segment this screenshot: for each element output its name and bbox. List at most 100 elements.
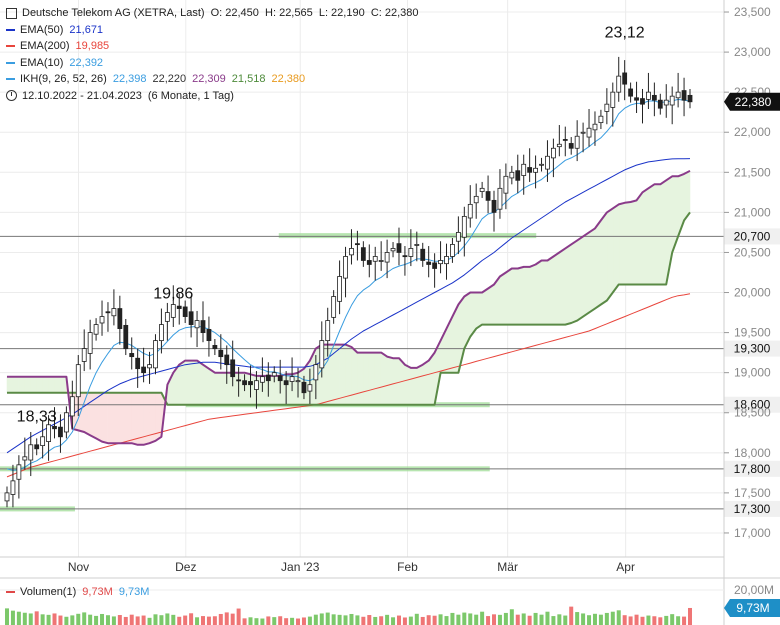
level-badge (724, 396, 780, 413)
volume-bar (598, 614, 603, 625)
candle (242, 374, 247, 392)
volume-bar (52, 613, 57, 625)
volume-bar (82, 612, 87, 625)
volume-bar (230, 613, 235, 625)
volume-bar (521, 613, 526, 625)
candle-body (485, 191, 491, 201)
candle (360, 241, 366, 267)
cloud-segment (636, 191, 643, 285)
candle (206, 316, 212, 357)
candle-body (265, 374, 271, 382)
candle-body (551, 147, 556, 159)
volume-bar (153, 614, 158, 625)
volume-axis-label: 20,00M (734, 583, 774, 597)
candle (46, 415, 51, 461)
candle-body (63, 412, 69, 433)
candle (461, 206, 467, 257)
candle (87, 319, 93, 370)
candle (509, 165, 515, 185)
candle (610, 82, 616, 127)
candle (40, 420, 46, 459)
cloud-segment (368, 352, 376, 406)
candle-body (628, 88, 634, 97)
candle (63, 406, 69, 439)
candle (236, 367, 242, 397)
candle-body (194, 320, 200, 329)
volume-bar (301, 617, 306, 625)
volume-legend[interactable]: Volumen(1) 9,73M 9,73M (6, 586, 149, 598)
legend-ema50[interactable]: EMA(50) 21,671 (6, 22, 419, 39)
cloud-segment (42, 376, 49, 394)
candle-body (521, 163, 527, 176)
candle (533, 155, 538, 189)
volume-badge (724, 598, 780, 617)
cloud-segment (481, 287, 489, 325)
candle (182, 300, 188, 323)
candle-body (153, 340, 158, 369)
volume-bar (290, 617, 295, 625)
candle-body (277, 375, 283, 382)
volume-bar (123, 616, 128, 625)
cloud-segment (226, 372, 233, 406)
legend-ema200[interactable]: EMA(200) 19,985 (6, 38, 419, 55)
volume-bar (117, 615, 122, 625)
candle (420, 242, 426, 267)
candle-body (592, 123, 598, 131)
candle-body (206, 328, 212, 342)
candle (337, 260, 342, 315)
cloud-segment (131, 392, 138, 446)
level-label: 19,300 (734, 342, 771, 356)
candle (551, 138, 556, 178)
cloud-segment (125, 392, 133, 444)
volume-bar (533, 612, 538, 625)
volume-bar (349, 613, 354, 625)
volume-bar (616, 610, 621, 625)
candle-body (105, 311, 111, 314)
candle-body (331, 296, 337, 318)
cloud-segment (553, 251, 560, 325)
ikh-value-kijun: 22,220 (152, 73, 187, 85)
candle (568, 137, 574, 155)
legend-ikh[interactable]: IKH(9, 26, 52, 26) 22,398 22,220 22,309 … (6, 71, 419, 88)
candle-body (4, 492, 10, 502)
candle-body (396, 243, 402, 253)
candle (574, 120, 580, 162)
cloud-segment (588, 227, 596, 314)
candle-body (473, 195, 479, 204)
volume-bar (212, 616, 217, 625)
candle-body (681, 90, 687, 101)
candle (450, 238, 455, 263)
candle-body (414, 244, 420, 246)
candle-body (188, 311, 194, 325)
candle (22, 437, 28, 470)
candle (289, 357, 295, 392)
candle (473, 183, 479, 219)
annotations: 23,12 19,86 18,33 (17, 24, 645, 425)
candle-body (337, 276, 342, 302)
candle (414, 231, 420, 262)
legend-period[interactable]: 12.10.2022 - 21.04.2023 (6 Monate, 1 Tag… (6, 88, 419, 105)
candle-body (218, 349, 224, 358)
candle-body (40, 436, 46, 447)
volume-bar (456, 614, 461, 625)
candle (497, 169, 503, 219)
volume-bar (373, 616, 378, 625)
cloud-segment (113, 392, 121, 444)
candle-body (259, 376, 265, 383)
cloud-segment (60, 376, 67, 394)
candle-body (159, 324, 164, 342)
volume-bar (260, 618, 265, 625)
legend-ema10[interactable]: EMA(10) 22,392 (6, 55, 419, 72)
candle-body (46, 424, 51, 442)
volume-bar (22, 612, 27, 625)
candle (117, 295, 123, 345)
instrument-icon[interactable] (6, 7, 17, 19)
cloud-segment (517, 266, 525, 325)
candle (687, 88, 693, 109)
cloud-segment (618, 202, 625, 285)
volume-bar (557, 614, 562, 625)
cloud-segment (386, 356, 394, 406)
candle-body (408, 248, 414, 257)
volume-bar (272, 617, 277, 625)
